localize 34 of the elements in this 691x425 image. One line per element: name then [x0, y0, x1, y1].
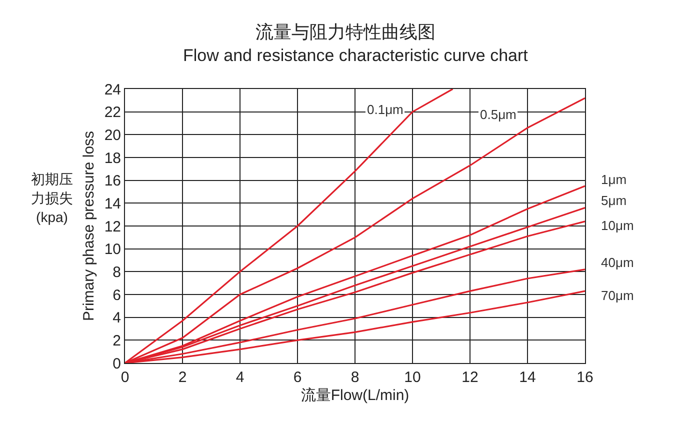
x-tick-label: 12	[462, 369, 478, 386]
series-label: 1μm	[601, 172, 627, 187]
text: (kpa)	[35, 208, 69, 227]
x-tick-label: 10	[404, 369, 421, 386]
y-tick-label: 2	[112, 332, 121, 350]
x-tick-label: 8	[350, 369, 360, 386]
chart-subtitle: Flow and resistance characteristic curve chart	[183, 46, 528, 65]
y-tick-label: 16	[104, 172, 121, 190]
y-tick-label: 14	[104, 195, 121, 212]
y-tick-label: 4	[112, 310, 121, 327]
x-tick-label: 6	[293, 369, 302, 386]
y-tick-label: 10	[104, 241, 121, 258]
series-label: 0.5μm	[480, 107, 516, 122]
x-tick-label: 2	[178, 369, 187, 386]
series-label: 40μm	[601, 255, 634, 270]
y-tick-label: 0	[112, 355, 121, 372]
y-tick-label: 8	[112, 264, 121, 281]
series-label: 10μm	[601, 218, 634, 233]
y-tick-label: 24	[104, 81, 121, 98]
text: 初期压力损失	[30, 170, 74, 208]
y-tick-label: 20	[104, 126, 121, 144]
series-label: 0.1μm	[367, 102, 404, 117]
series-label: 5μm	[601, 193, 627, 208]
x-tick-label: 16	[576, 369, 594, 386]
y-tick-label: 6	[112, 286, 121, 304]
y-tick-label: 18	[104, 150, 121, 167]
x-axis-title: 流量Flow(L/min)	[300, 387, 410, 404]
x-tick-label: 14	[519, 369, 536, 386]
y-axis-title: Primary phase pressure loss	[80, 130, 98, 322]
x-tick-label: 4	[236, 369, 244, 386]
y-tick-label: 22	[104, 104, 121, 122]
series-label: 70μm	[601, 288, 634, 303]
chart-title: 流量与阻力特性曲线图	[256, 22, 436, 42]
y-tick-label: 12	[104, 218, 121, 236]
